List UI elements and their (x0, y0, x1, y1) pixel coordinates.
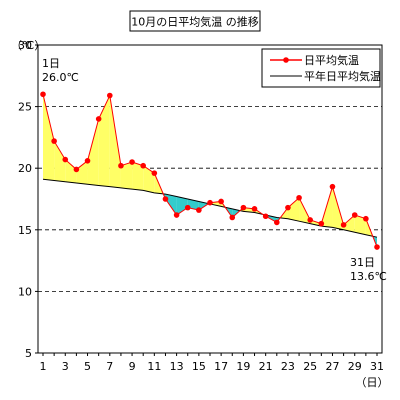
data-point-day-22 (274, 219, 280, 226)
x-tick-label-21: 21 (259, 360, 273, 373)
data-point-day-29 (351, 212, 358, 218)
data-point-day-4 (73, 166, 80, 173)
data-point-day-21 (262, 213, 269, 220)
x-tick-label-3: 3 (62, 360, 69, 373)
x-tick-label-9: 9 (129, 360, 136, 373)
data-point-day-16 (207, 199, 213, 206)
x-tick-label-23: 23 (281, 360, 295, 373)
data-point-day-17 (218, 198, 224, 205)
data-point-day-14 (184, 204, 191, 211)
x-tick-label-13: 13 (170, 360, 184, 373)
data-point-day-12 (162, 196, 169, 202)
legend-box (261, 48, 381, 88)
data-point-day-2 (51, 138, 57, 144)
y-tick-label-20: 20 (18, 162, 32, 175)
above-normal-fill (76, 160, 88, 185)
data-point-day-19 (240, 204, 247, 211)
below-normal-fill (176, 196, 188, 216)
data-point-day-9 (129, 159, 135, 165)
above-normal-fill (287, 197, 300, 222)
annotation-first-value: 26.0℃ (42, 71, 79, 84)
above-normal-fill (354, 215, 366, 235)
data-point-day-24 (296, 194, 302, 201)
above-normal-fill (143, 165, 155, 193)
x-tick-label-19: 19 (236, 360, 250, 373)
annotation-last-value: 13.6℃ (350, 270, 387, 283)
data-point-day-23 (285, 204, 291, 211)
data-point-day-8 (118, 162, 124, 169)
y-axis-unit: （℃） (11, 39, 45, 52)
above-normal-fill (87, 118, 99, 186)
x-tick-label-1: 1 (40, 360, 47, 373)
data-point-day-25 (307, 217, 314, 223)
x-tick-label-5: 5 (84, 360, 91, 373)
data-point-day-26 (318, 220, 325, 227)
legend-label-normal: 平年日平均気温 (304, 69, 381, 83)
x-tick-label-25: 25 (303, 360, 317, 373)
data-point-day-13 (173, 212, 180, 218)
above-normal-fill (120, 162, 133, 190)
above-normal-fill (54, 141, 66, 182)
data-point-day-3 (62, 156, 69, 163)
data-point-day-6 (95, 116, 102, 122)
legend: 日平均気温 平年日平均気温 (261, 48, 381, 88)
data-point-day-11 (151, 170, 158, 176)
x-axis-unit: （日） (356, 376, 389, 389)
y-tick-labels: 5 10 15 20 25 30 (18, 39, 38, 360)
chart-title: 10月の日平均気温 の推移 (131, 15, 259, 29)
x-tick-label-27: 27 (325, 360, 339, 373)
above-normal-fill (65, 159, 77, 183)
data-point-day-1 (40, 91, 46, 98)
x-tick-label-15: 15 (192, 360, 206, 373)
data-point-day-5 (84, 158, 91, 164)
data-point-day-27 (329, 183, 336, 190)
x-tick-label-7: 7 (106, 360, 113, 373)
title-box (129, 10, 261, 32)
x-tick-label-11: 11 (147, 360, 161, 373)
data-point-day-28 (340, 222, 347, 228)
x-tick-label-31: 31 (370, 360, 384, 373)
y-tick-label-15: 15 (18, 224, 32, 237)
y-tick-label-25: 25 (18, 101, 32, 114)
below-normal-fill (165, 194, 177, 216)
data-point-day-18 (229, 214, 236, 221)
legend-label-daily: 日平均気温 (304, 53, 359, 67)
daily-temperature-series (40, 91, 380, 250)
data-point-day-15 (196, 207, 202, 213)
above-normal-fill (343, 215, 355, 233)
data-point-day-7 (107, 92, 113, 99)
deviation-fills (43, 94, 377, 248)
data-point-day-10 (140, 162, 146, 169)
above-normal-fill (43, 94, 55, 181)
data-point-day-31 (374, 244, 380, 250)
above-normal-fill (132, 162, 144, 191)
annotation-last-day: 31日 (350, 256, 375, 269)
data-point-day-20 (251, 206, 258, 212)
legend-swatch-daily-marker (283, 57, 289, 63)
x-tick-label-29: 29 (348, 360, 362, 373)
above-normal-fill (109, 95, 121, 188)
data-point-day-30 (363, 215, 369, 222)
x-tick-labels: 1 3 5 7 9 11 13 15 17 19 21 23 25 27 29 31 (40, 353, 384, 373)
above-normal-fill (98, 95, 110, 187)
annotation-first-day: 1日 (42, 57, 60, 70)
above-normal-fill (310, 219, 322, 227)
y-tick-label-10: 10 (18, 285, 32, 298)
y-tick-label-5: 5 (25, 347, 32, 360)
below-normal-fill (187, 199, 199, 211)
x-tick-label-17: 17 (214, 360, 228, 373)
y-tick-label-30: 30 (18, 39, 32, 52)
plot-area (37, 44, 383, 354)
